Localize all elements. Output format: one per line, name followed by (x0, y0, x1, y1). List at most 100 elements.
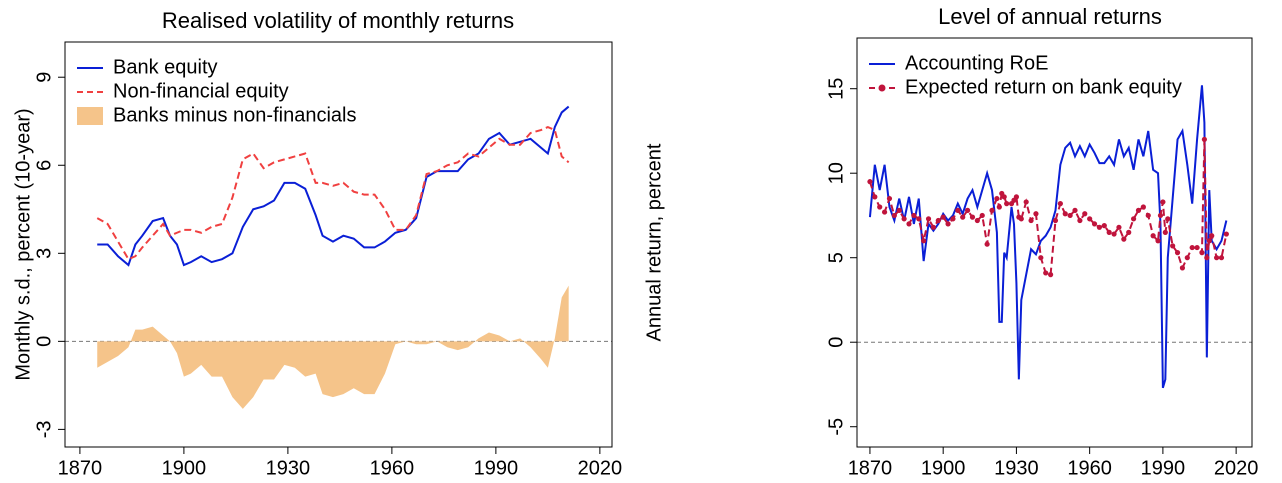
point (969, 214, 976, 220)
y-tick-label: 9 (33, 72, 55, 83)
point (916, 216, 922, 222)
y-tick-label: 10 (825, 162, 847, 184)
point (1223, 231, 1229, 237)
legend-label: Accounting RoE (905, 52, 1048, 74)
point (984, 241, 990, 247)
point (964, 207, 971, 213)
plot-frame (856, 37, 1253, 448)
x-tick-label: 2020 (1214, 457, 1259, 479)
point (1218, 255, 1225, 261)
point (1209, 233, 1215, 239)
y-tick-label: 3 (33, 248, 55, 259)
point (867, 179, 873, 185)
point (1145, 212, 1151, 219)
y-axis-label: Annual return, percent (643, 143, 665, 341)
y-tick-label: 0 (33, 336, 55, 347)
point (1189, 244, 1195, 251)
x-tick-label: 1870 (848, 457, 893, 479)
point (1067, 212, 1073, 219)
point (925, 216, 932, 222)
point (896, 207, 902, 213)
legend-label: Expected return on bank equity (905, 76, 1182, 98)
x-tick-label: 1990 (474, 457, 519, 479)
point (1106, 229, 1112, 235)
point (911, 212, 917, 219)
y-tick-label: 6 (33, 160, 55, 171)
point (921, 238, 927, 244)
x-tick-label: 1900 (921, 457, 966, 479)
legend-label: Non-financial equity (113, 80, 289, 102)
point (1126, 229, 1132, 235)
point (955, 207, 961, 213)
point (1077, 217, 1083, 224)
point (1184, 255, 1190, 261)
point (994, 195, 1000, 202)
point (1135, 207, 1142, 213)
point (1043, 270, 1049, 276)
point (945, 221, 951, 227)
point (1116, 224, 1122, 230)
y-tick-label: -3 (33, 420, 55, 438)
point (1072, 207, 1078, 213)
point (1140, 204, 1146, 210)
chart-title: Level of annual returns (938, 4, 1162, 29)
point (979, 212, 985, 219)
point (1101, 222, 1107, 229)
point (1199, 250, 1205, 256)
legend-label: Banks minus non-financials (113, 104, 356, 126)
point (1206, 238, 1212, 244)
point (1204, 255, 1210, 261)
point (1194, 244, 1200, 251)
point (1214, 255, 1220, 261)
point (1028, 217, 1034, 224)
point (1165, 216, 1171, 222)
y-axis-label: Monthly s.d., percent (10-year) (12, 108, 34, 380)
point (1004, 201, 1010, 207)
point (906, 221, 912, 227)
point (1033, 211, 1039, 217)
line (97, 105, 570, 267)
x-tick-label: 1870 (58, 457, 103, 479)
point (1057, 201, 1063, 207)
point (1091, 221, 1098, 227)
chart-title: Realised volatility of monthly returns (162, 8, 514, 33)
point (1047, 272, 1054, 278)
point (1013, 194, 1020, 200)
point (935, 217, 941, 224)
legend-marker (878, 84, 886, 92)
point (1023, 199, 1029, 205)
point (1038, 255, 1044, 261)
point (974, 217, 980, 224)
point (1087, 216, 1093, 222)
point (960, 214, 966, 220)
point (1121, 236, 1127, 242)
point (950, 216, 956, 222)
area (97, 285, 569, 409)
y-tick-label: 0 (825, 337, 847, 348)
plot-frame (64, 41, 613, 448)
point (940, 214, 946, 220)
point (1018, 216, 1024, 222)
point (901, 216, 907, 222)
legend-swatch (77, 107, 103, 125)
x-tick-label: 1990 (1141, 457, 1186, 479)
point (886, 195, 893, 202)
x-tick-label: 1930 (266, 457, 311, 479)
point (1111, 231, 1117, 237)
point (1179, 265, 1186, 271)
point (1162, 229, 1168, 235)
x-tick-label: 1930 (994, 457, 1039, 479)
point (1201, 136, 1207, 143)
x-tick-label: 2020 (578, 457, 623, 479)
y-tick-label: -5 (825, 418, 847, 436)
x-tick-label: 1960 (370, 457, 415, 479)
point (891, 212, 897, 219)
x-tick-label: 1900 (162, 457, 207, 479)
point (1170, 243, 1176, 249)
point (1130, 216, 1137, 222)
point (930, 224, 937, 230)
point (872, 194, 878, 200)
point (1174, 250, 1181, 256)
point (1157, 212, 1164, 219)
